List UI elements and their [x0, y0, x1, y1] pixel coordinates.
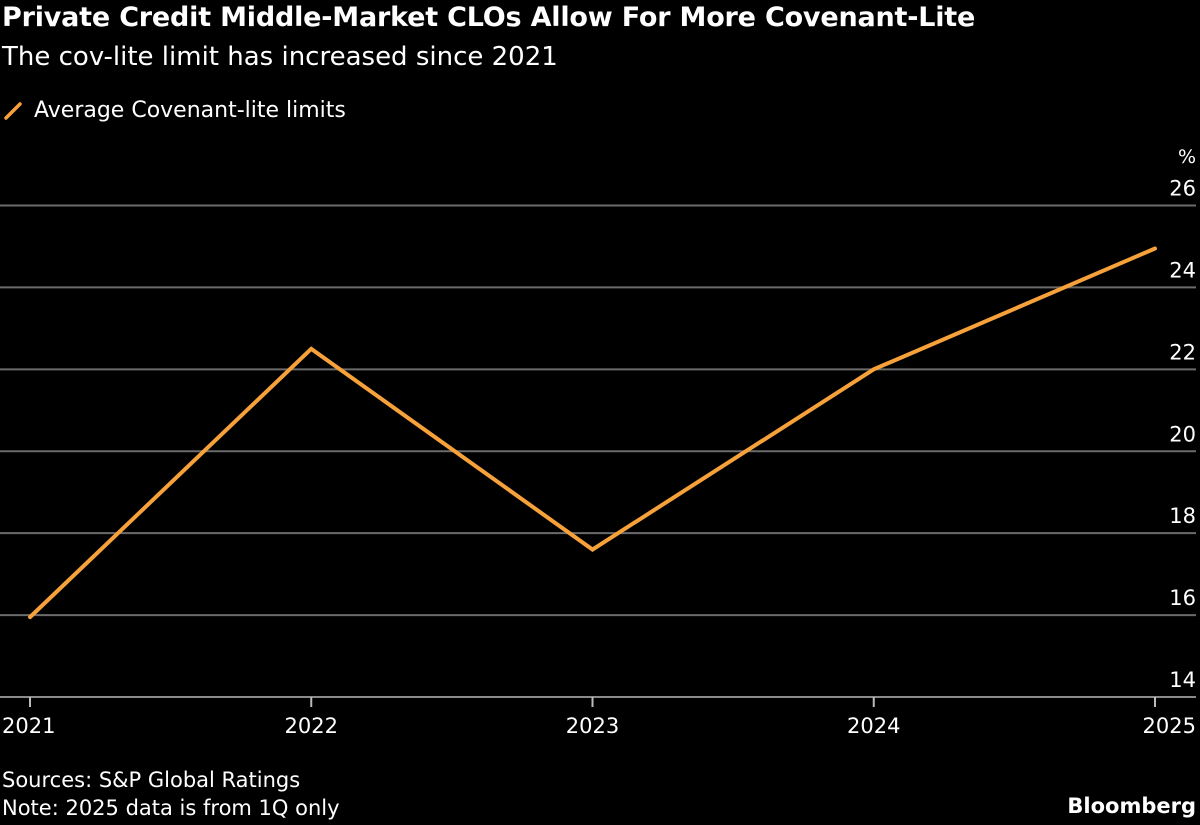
legend: Average Covenant-lite limits	[4, 98, 346, 123]
y-unit-label: %	[1178, 146, 1196, 168]
y-tick-label: 14	[1169, 668, 1196, 692]
legend-label: Average Covenant-lite limits	[34, 98, 346, 123]
y-tick-label: 18	[1169, 504, 1196, 528]
chart-title: Private Credit Middle-Market CLOs Allow …	[2, 2, 976, 33]
y-tick-label: 24	[1169, 258, 1196, 282]
x-tick-label: 2024	[847, 714, 900, 738]
y-tick-label: 26	[1169, 177, 1196, 201]
bloomberg-logo: Bloomberg	[1067, 794, 1196, 818]
footnote: Note: 2025 data is from 1Q only	[2, 796, 340, 820]
chart-subtitle: The cov-lite limit has increased since 2…	[2, 42, 558, 72]
y-tick-label: 22	[1169, 340, 1196, 364]
y-tick-label: 20	[1169, 422, 1196, 446]
y-tick-label: 16	[1169, 586, 1196, 610]
source-note: Sources: S&P Global Ratings	[2, 768, 301, 792]
x-tick-label: 2021	[2, 714, 55, 738]
x-tick-label: 2022	[285, 714, 338, 738]
series-line	[28, 246, 1157, 620]
legend-line-icon	[4, 101, 22, 120]
x-tick-label: 2025	[1143, 714, 1196, 738]
x-tick-label: 2023	[566, 714, 619, 738]
